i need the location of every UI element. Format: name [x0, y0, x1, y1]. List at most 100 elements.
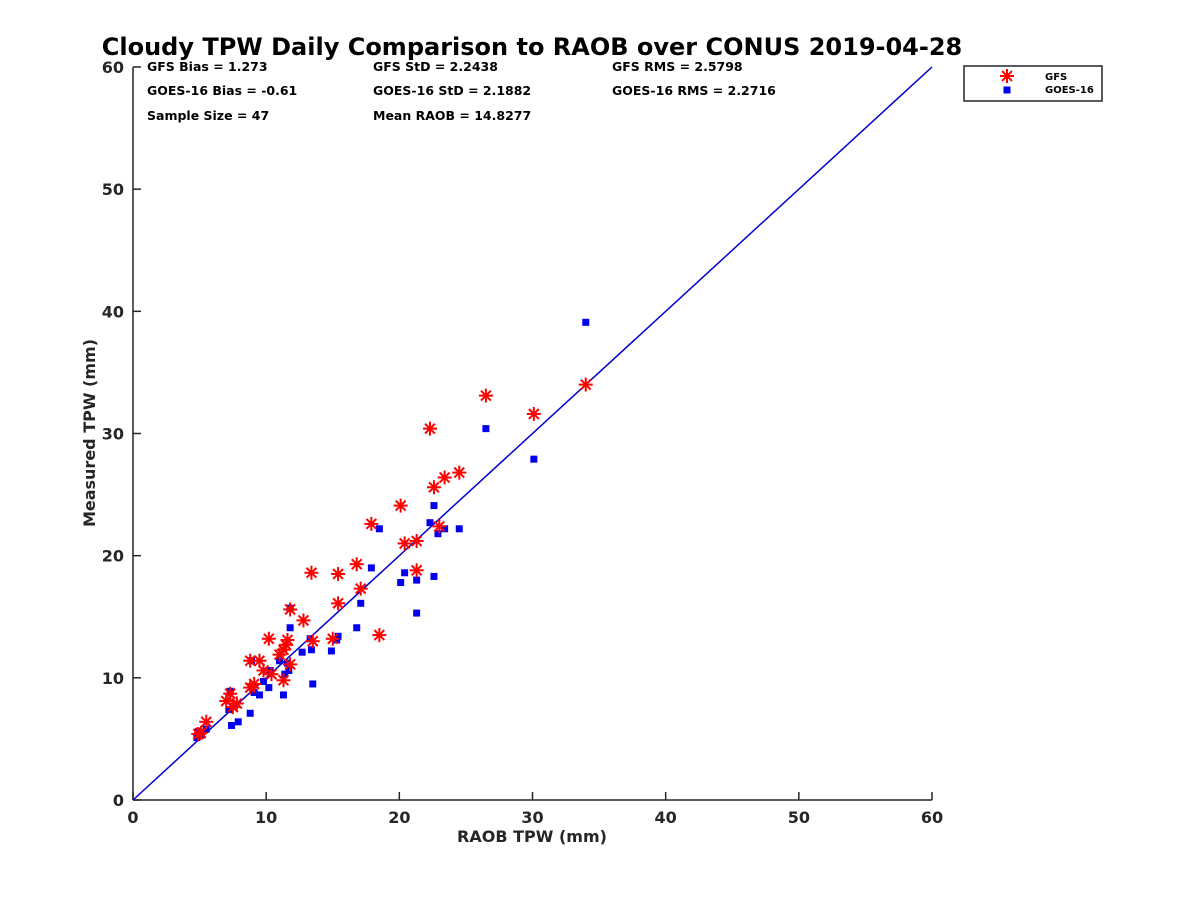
- gfs-point: [256, 663, 271, 678]
- gfs-point: [247, 676, 262, 691]
- goes-16-point: [256, 691, 264, 699]
- x-tick-label: 0: [127, 808, 138, 827]
- goes-16-point: [401, 569, 409, 577]
- gfs-point: [304, 565, 319, 580]
- series-gfs: [191, 377, 593, 742]
- series-goes-16: [193, 318, 590, 742]
- stat-goes-rms: GOES-16 RMS = 2.2716: [612, 83, 776, 98]
- legend-label-goes-16: GOES-16: [1045, 85, 1094, 96]
- gfs-point: [478, 388, 493, 403]
- goes-16-point: [307, 646, 315, 654]
- goes-16-point: [260, 677, 268, 685]
- goes-16-point: [298, 648, 306, 656]
- y-axis-label: Measured TPW (mm): [80, 339, 99, 527]
- goes-16-point: [225, 706, 233, 714]
- goes-16-point: [285, 667, 293, 675]
- stat-goes-bias: GOES-16 Bias = -0.61: [147, 83, 297, 98]
- goes-16-point: [430, 502, 438, 510]
- goes-16-point: [286, 624, 294, 632]
- goes-16-point: [455, 525, 463, 533]
- gfs-point: [437, 470, 452, 485]
- goes-16-point: [334, 632, 342, 640]
- gfs-point: [422, 421, 437, 436]
- stat-mean-raob: Mean RAOB = 14.8277: [373, 108, 531, 123]
- x-tick-label: 20: [388, 808, 410, 827]
- goes-16-point: [283, 659, 291, 667]
- goes-16-point: [375, 525, 383, 533]
- gfs-point: [452, 465, 467, 480]
- goes-16-point: [234, 718, 242, 726]
- legend-goes-16-square: [1003, 86, 1011, 94]
- series-layer: [191, 318, 593, 742]
- y-tick-label: 10: [102, 669, 124, 688]
- gfs-point: [223, 686, 238, 701]
- plot-area: 0 10 20 30 40 50 60 0 10 20 30 40 50 60: [102, 58, 943, 827]
- stat-goes-std: GOES-16 StD = 2.1882: [373, 83, 531, 98]
- stat-gfs-std: GFS StD = 2.2438: [373, 59, 498, 74]
- goes-16-point: [413, 576, 421, 584]
- gfs-point: [325, 631, 340, 646]
- gfs-point: [578, 377, 593, 392]
- y-tick-label: 30: [102, 425, 124, 444]
- gfs-point: [409, 563, 424, 578]
- gfs-point: [276, 673, 291, 688]
- goes-16-point: [246, 709, 254, 717]
- legend-label-gfs: GFS: [1045, 72, 1067, 83]
- goes-16-point: [228, 721, 236, 729]
- y-tick-label: 60: [102, 58, 124, 77]
- gfs-point: [349, 557, 364, 572]
- goes-16-point: [202, 725, 210, 733]
- goes-16-point: [265, 684, 273, 692]
- legend-gfs-asterisk: [1000, 69, 1014, 83]
- gfs-point: [331, 566, 346, 581]
- gfs-point: [397, 536, 412, 551]
- goes-16-point: [413, 609, 421, 617]
- gfs-point: [261, 631, 276, 646]
- goes-16-point: [530, 455, 538, 463]
- y-tick-label: 50: [102, 180, 124, 199]
- gfs-point: [426, 480, 441, 495]
- goes-16-point: [353, 624, 361, 632]
- goes-16-point: [582, 318, 590, 326]
- x-ticks: 0 10 20 30 40 50 60: [127, 792, 943, 827]
- goes-16-point: [279, 691, 287, 699]
- goes-16-point: [426, 519, 434, 527]
- gfs-point: [283, 657, 298, 672]
- gfs-point: [296, 613, 311, 628]
- goes-16-point: [309, 680, 317, 688]
- legend-marker-goes-16: [1003, 86, 1011, 94]
- x-tick-label: 10: [255, 808, 277, 827]
- gfs-point: [229, 696, 244, 711]
- y-tick-label: 20: [102, 547, 124, 566]
- gfs-point: [364, 516, 379, 531]
- gfs-point: [280, 632, 295, 647]
- gfs-point: [331, 596, 346, 611]
- y-tick-label: 0: [113, 791, 124, 810]
- goes-16-point: [367, 564, 375, 572]
- goes-16-point: [482, 425, 490, 433]
- gfs-point: [199, 714, 214, 729]
- goes-16-point: [327, 647, 335, 655]
- gfs-point: [432, 519, 447, 534]
- gfs-point: [193, 725, 208, 740]
- goes-16-point: [357, 599, 365, 607]
- goes-16-point: [434, 530, 442, 538]
- y-tick-label: 40: [102, 302, 124, 321]
- gfs-point: [393, 498, 408, 513]
- goes-16-point: [333, 636, 341, 644]
- x-tick-label: 30: [521, 808, 543, 827]
- x-tick-label: 40: [655, 808, 677, 827]
- one-to-one-reference-line: [132, 66, 933, 801]
- stats-block: GFS Bias = 1.273 GFS StD = 2.2438 GFS RM…: [147, 59, 776, 123]
- legend: GFS GOES-16: [963, 65, 1103, 102]
- legend-marker-gfs: [1000, 69, 1014, 83]
- chart-title: Cloudy TPW Daily Comparison to RAOB over…: [102, 33, 962, 61]
- stat-sample-size: Sample Size = 47: [147, 108, 269, 123]
- gfs-point: [283, 602, 298, 617]
- x-tick-label: 50: [788, 808, 810, 827]
- x-axis-label: RAOB TPW (mm): [457, 827, 607, 846]
- goes-16-point: [441, 525, 449, 533]
- gfs-point: [353, 581, 368, 596]
- goes-16-point: [430, 572, 438, 580]
